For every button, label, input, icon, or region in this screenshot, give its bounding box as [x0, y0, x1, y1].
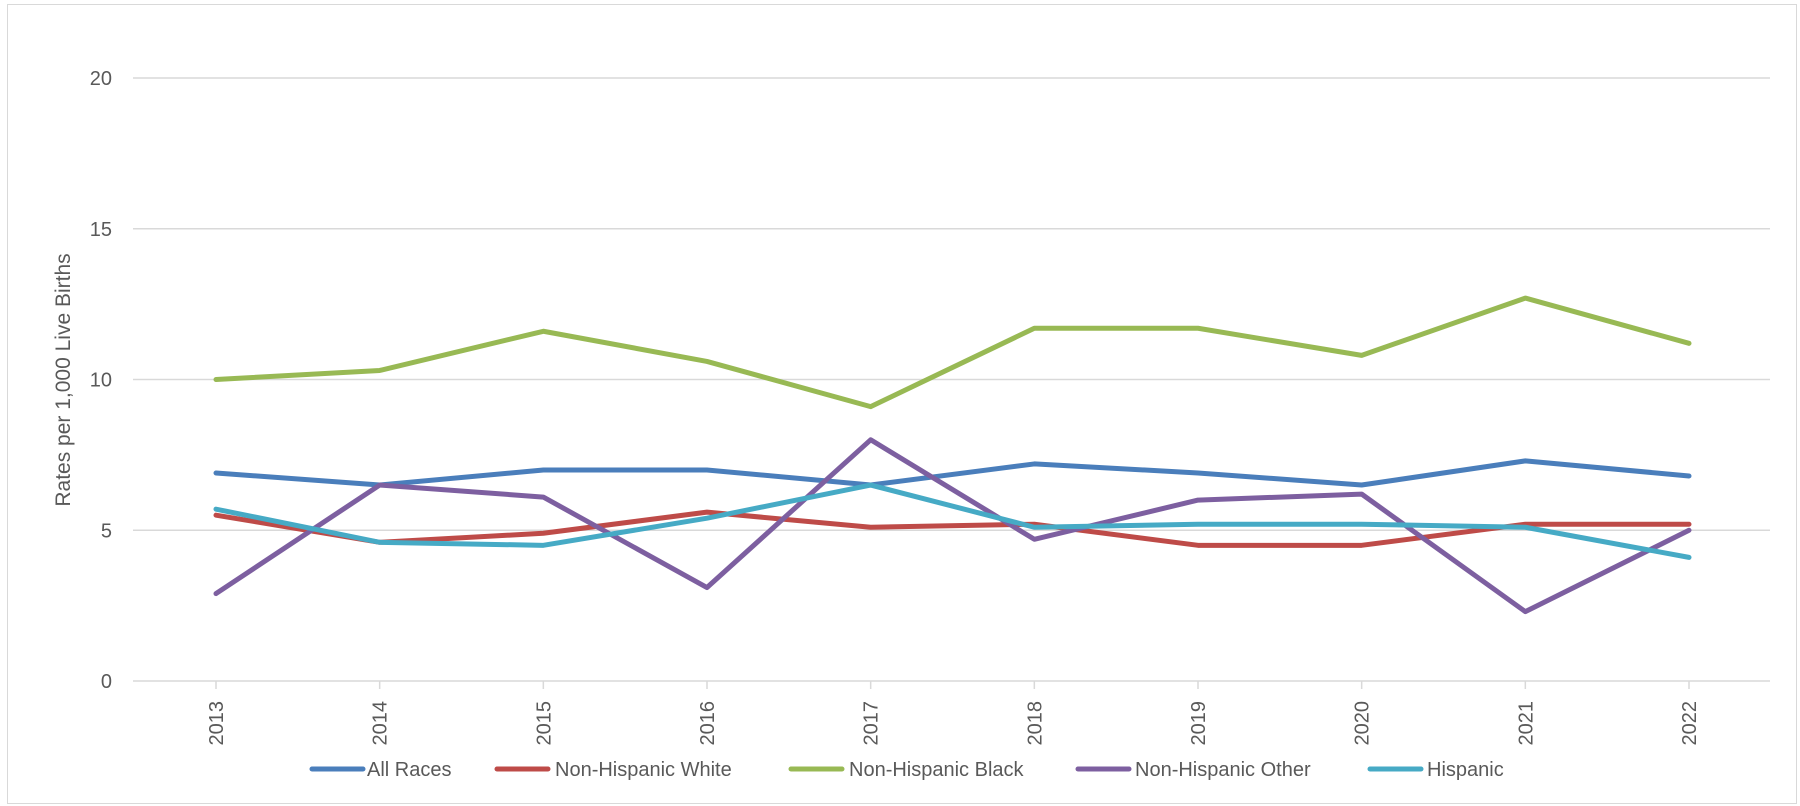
x-axis-ticks: 2013 2014 2015 2016 2017 2018 2019 2020 2021 2022 — [206, 681, 1701, 746]
series-line-all-races — [213, 458, 1692, 488]
legend-label: Non-Hispanic White — [555, 759, 732, 781]
x-tick-label: 2017 — [861, 701, 883, 746]
y-tick-label: 5 — [101, 520, 112, 542]
x-tick-label: 2019 — [1188, 701, 1210, 746]
y-axis-ticks: 0 5 10 15 20 — [90, 68, 112, 693]
x-tick-label: 2013 — [206, 701, 228, 746]
series-line-non-hispanic-black — [213, 295, 1692, 410]
chart-frame — [7, 4, 1797, 804]
legend-item: Non-Hispanic Other — [1075, 759, 1311, 781]
gridlines — [133, 77, 1770, 682]
x-tick-label: 2022 — [1679, 701, 1701, 746]
legend-label: All Races — [367, 759, 451, 781]
legend-item: All Races — [309, 759, 451, 781]
y-tick-label: 10 — [90, 370, 112, 392]
y-tick-label: 20 — [90, 68, 112, 90]
x-tick-label: 2016 — [697, 701, 719, 746]
legend-item: Non-Hispanic White — [494, 759, 732, 781]
x-tick-label: 2018 — [1024, 701, 1046, 746]
y-tick-label: 15 — [90, 219, 112, 241]
x-tick-label: 2014 — [370, 701, 392, 746]
legend-item: Non-Hispanic Black — [788, 759, 1025, 781]
legend-label: Non-Hispanic Black — [849, 759, 1025, 781]
x-tick-label: 2021 — [1515, 701, 1537, 746]
x-tick-label: 2020 — [1352, 701, 1374, 746]
series-line-hispanic — [213, 482, 1692, 560]
legend: All Races Non-Hispanic White Non-Hispanic … — [309, 759, 1504, 781]
series-line-non-hispanic-white — [213, 509, 1692, 548]
y-tick-label: 0 — [101, 671, 112, 693]
series-lines — [213, 295, 1692, 615]
series-line-non-hispanic-other — [213, 437, 1692, 615]
x-tick-label: 2015 — [533, 701, 555, 746]
legend-label: Hispanic — [1427, 759, 1504, 781]
legend-item: Hispanic — [1367, 759, 1504, 781]
legend-label: Non-Hispanic Other — [1135, 759, 1311, 781]
y-axis-title: Rates per 1,000 Live Births — [52, 253, 75, 506]
